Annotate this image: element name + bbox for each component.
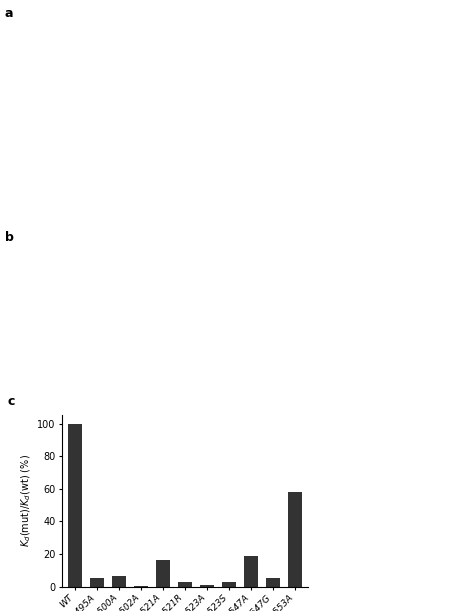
Text: a: a — [5, 7, 13, 20]
Bar — [112, 576, 126, 587]
Bar — [90, 579, 104, 587]
Bar — [155, 560, 170, 587]
Text: c: c — [8, 395, 15, 408]
Y-axis label: $K_d$(mut)/$K_d$(wt) (%): $K_d$(mut)/$K_d$(wt) (%) — [19, 455, 33, 547]
Bar — [68, 423, 82, 587]
Text: b: b — [5, 231, 14, 244]
Bar — [288, 492, 302, 587]
Bar — [222, 582, 236, 587]
Bar — [134, 586, 148, 587]
Bar — [200, 585, 214, 587]
Bar — [266, 579, 280, 587]
Bar — [244, 555, 258, 587]
Bar — [178, 582, 192, 587]
